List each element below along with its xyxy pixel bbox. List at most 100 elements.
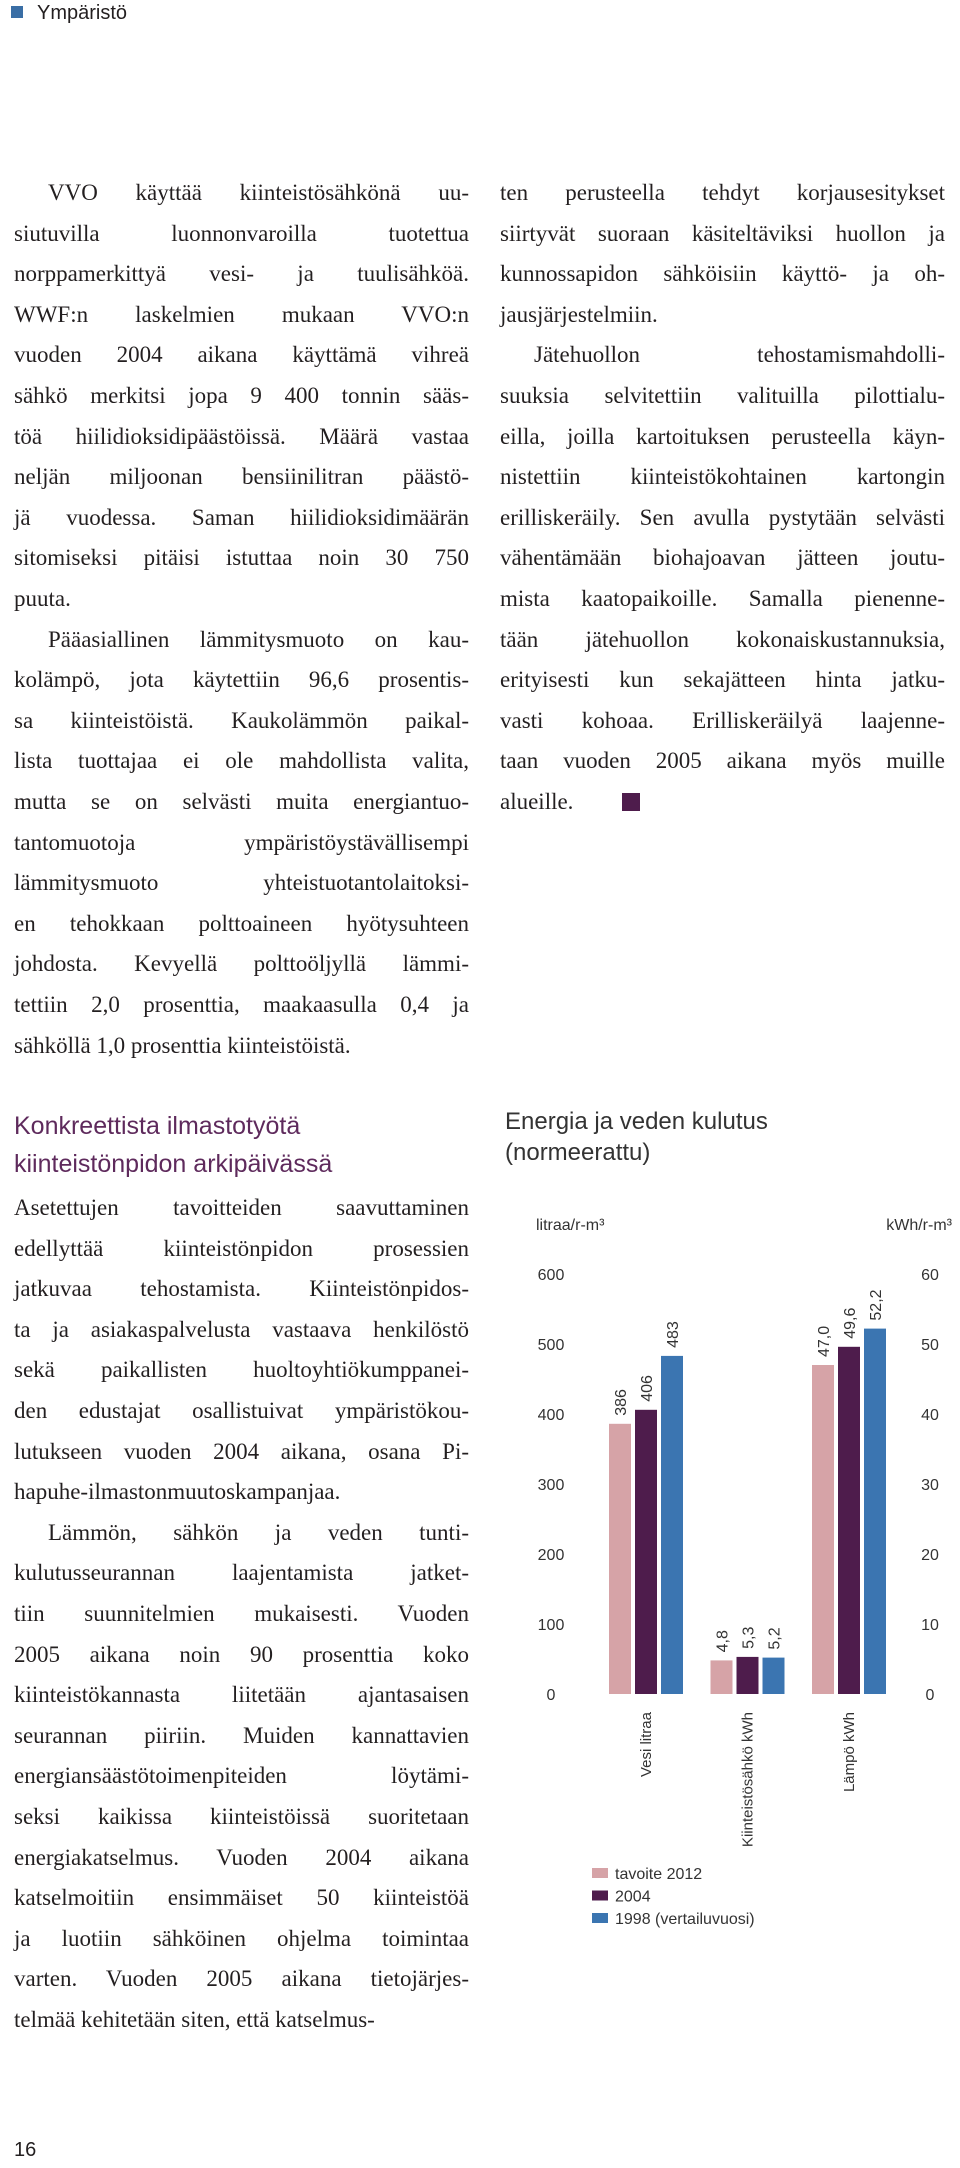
text-line: vasti kohoaa. Erilliskeräilyä laajenne- [500,707,945,733]
text-line: jatkuvaa tehostamista. Kiinteistönpidos- [14,1276,469,1302]
legend-swatch [592,1913,608,1923]
y2-tick-label: 40 [921,1407,939,1424]
y2-tick-label: 30 [921,1477,939,1494]
text-line: varten. Vuoden 2005 aikana tietojärjes- [14,1966,469,1992]
text-line: sekä paikallisten huoltoyhtiökumppanei- [14,1357,469,1383]
text-line: kolämpö, jota käytettiin 96,6 prosentis- [14,667,469,693]
text-line: edellyttää kiinteistönpidon prosessien [14,1235,469,1261]
text-line: taan vuoden 2005 aikana myös muille [500,748,945,774]
text-line: puuta. [14,586,71,611]
y2-tick-label: 10 [921,1617,939,1634]
text-line: johdosta. Kevyellä polttoöljyllä lämmi- [14,951,469,977]
category-label-group: Lämpö kWh [841,1712,858,1792]
y-axis-label: litraa/r-m³ [536,1217,605,1234]
page-number: 16 [14,2139,37,2161]
text-line: sähkö merkitsi jopa 9 400 tonnin sääs- [14,383,469,408]
text-line: nistettiin kiinteistökohtainen kartongin [500,464,945,490]
text-line: jä vuodessa. Saman hiilidioksidimäärän [14,504,469,530]
value-label: 5,3 [741,1627,758,1649]
text-line: energiansäästötoimenpiteiden löytämi- [14,1763,469,1789]
value-label: 52,2 [868,1289,885,1320]
y2-axis-label: kWh/r-m³ [886,1217,952,1234]
category-label-group: Kiinteistösähkö kWh [740,1712,757,1847]
text-line: VVO käyttää kiinteistösähkönä uu- [48,180,469,205]
text-line: kiinteistökannasta liitetään ajantasaise… [14,1682,469,1708]
value-label: 49,6 [842,1308,859,1339]
text-line: tään jätehuollon kokonaiskustannuksia, [500,626,945,652]
bar [762,1657,785,1694]
value-label-group: 386 [613,1389,630,1416]
y-tick-label: 600 [538,1267,565,1284]
text-line: suuksia selvitettiin valituilla pilottia… [500,383,945,408]
bar [812,1365,834,1694]
text-line: erityisesti kun sekajätteen hinta jatku- [500,667,945,693]
text-line: norppamerkittyä vesi- ja tuulisähköä. [14,261,469,287]
legend-label: tavoite 2012 [615,1866,702,1883]
legend-label: 2004 [615,1889,651,1906]
value-label-group: 47,0 [816,1326,833,1357]
section-title: Ympäristö [37,2,128,24]
value-label: 406 [639,1375,656,1402]
text-line: seurannan piiriin. Muiden kannattavien [14,1722,469,1748]
text-line: Lämmön, sähkön ja veden tunti- [48,1519,469,1545]
text-line: mista kaatopaikoille. Samalla pienenne- [500,586,945,611]
text-line: mutta se on selvästi muita energiantuo- [14,789,469,814]
end-marker [622,793,640,811]
header-marker [11,6,23,18]
text-line: tettiin 2,0 prosenttia, maakaasulla 0,4 … [14,992,469,1017]
text-line: lämmitysmuoto yhteistuotantolaitoksi- [14,870,469,896]
bar [635,1409,657,1694]
text-line: lista tuottajaa ei ole mahdollista valit… [14,748,469,774]
text-line: en tehokkaan polttoaineen hyötysuhteen [14,910,469,936]
bar [838,1346,860,1694]
legend-swatch [592,1868,608,1878]
chart-title: Energia ja veden kulutus (normeerattu) [505,1108,768,1166]
text-line: WWF:n laskelmien mukaan VVO:n [14,301,469,327]
value-label-group: 5,2 [767,1627,784,1649]
y-tick-label: 500 [538,1337,565,1354]
value-label-group: 5,3 [741,1627,758,1649]
y-tick-label: 400 [538,1407,565,1424]
bar [609,1423,631,1694]
text-line: hapuhe-ilmastonmuutoskampanjaa. [14,1479,341,1505]
text-line: neljän miljoonan bensiinilitran päästö- [14,464,469,490]
text-line: ta ja asiakaspalvelusta vastaava henkilö… [14,1316,469,1342]
bar [864,1328,886,1694]
text-line: eilla, joilla kartoituksen perusteella k… [500,423,945,449]
text-line: Jätehuollon tehostamismahdolli- [534,342,945,368]
value-label-group: 49,6 [842,1308,859,1339]
x-tick-label: Lämpö kWh [841,1712,858,1792]
value-label-group: 483 [665,1321,682,1348]
value-label: 386 [613,1389,630,1416]
y2-tick-label: 20 [921,1547,939,1564]
text-line: töä hiilidioksidipäästöissä. Määrä vasta… [14,423,469,449]
heading-line: kiinteistönpidon arkipäivässä [14,1150,333,1178]
legend-label: 1998 (vertailuvuosi) [615,1911,755,1928]
y-tick-label: 200 [538,1547,565,1564]
value-label: 47,0 [816,1326,833,1357]
y-tick-label: 300 [538,1477,565,1494]
y-tick-label: 100 [538,1617,565,1634]
heading-line: Konkreettista ilmastotyötä [14,1112,301,1140]
text-line: Asetettujen tavoitteiden saavuttaminen [14,1195,469,1220]
text-line: vuoden 2004 aikana käyttämä vihreä [14,342,469,368]
text-line: energiakatselmus. Vuoden 2004 aikana [14,1844,469,1870]
y-tick-label: 0 [547,1687,556,1704]
text-line: alueille. [500,789,574,814]
text-line: vähentämään biohajoavan jätteen joutu- [500,545,945,571]
y2-tick-label: 50 [921,1337,939,1354]
text-line: ten perusteella tehdyt korjausesitykset [500,180,945,205]
chart: litraa/r-m³ kWh/r-m³ 0 100 200 300 400 500 600 0 1… [536,1217,953,1928]
value-label-group: 4,8 [715,1630,732,1652]
text-line: lutukseen vuoden 2004 aikana, osana Pi- [14,1438,469,1464]
value-label-group: 52,2 [868,1289,885,1320]
y2-tick-label: 60 [921,1267,939,1284]
text-line: jausjärjestelmiin. [500,301,658,327]
text-line: 2005 aikana noin 90 prosenttia koko [14,1641,469,1667]
text-line: seksi kaikissa kiinteistöissä suoritetaa… [14,1804,469,1829]
text-line: Pääasiallinen lämmitysmuoto on kau- [48,626,469,652]
text-line: siutuvilla luonnonvaroilla tuotettua [14,220,469,246]
text-line: sa kiinteistöistä. Kaukolämmön paikal- [14,707,469,733]
text-line: kulutusseurannan laajentamista jatket- [14,1560,469,1586]
x-tick-label: Vesi litraa [638,1711,655,1777]
